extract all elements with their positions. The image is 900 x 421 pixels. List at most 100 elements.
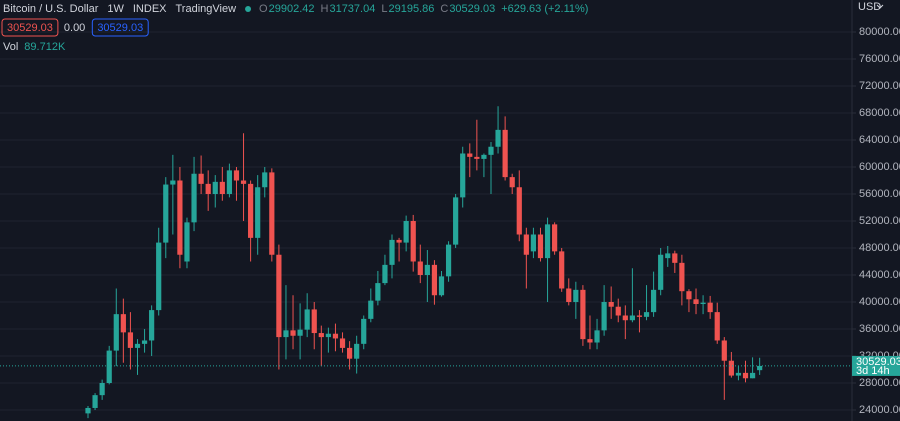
candle-body (608, 301, 614, 307)
candle-body (248, 183, 254, 238)
candle-body (177, 180, 183, 255)
y-tick-label: 52000.00 (859, 215, 900, 227)
candle-body (594, 330, 600, 343)
y-tick-label: 64000.00 (859, 134, 900, 146)
candle-body (587, 339, 593, 343)
candle-body (658, 254, 664, 290)
candle-body (749, 372, 756, 379)
candle-body (615, 306, 621, 316)
y-tick-label: 40000.00 (859, 296, 900, 308)
candle-body (99, 382, 105, 396)
candle-body (396, 239, 402, 243)
candle-body (339, 338, 346, 348)
candle-body (474, 156, 480, 159)
candle-body (276, 254, 282, 338)
sell-button[interactable] (1, 18, 59, 37)
candle-body (481, 154, 487, 159)
candle-body (170, 180, 176, 185)
buy-button[interactable] (91, 18, 149, 37)
candle-body (622, 315, 628, 321)
y-tick-label: 24000.00 (859, 404, 900, 416)
open-value: 29902.42 (269, 3, 315, 15)
candle-body (346, 347, 353, 359)
open-label: O (259, 3, 268, 15)
candle-body (573, 289, 579, 302)
symbol-title: Bitcoin / U.S. Dollar (3, 3, 99, 15)
candle-body (297, 329, 303, 336)
candle-body (742, 372, 749, 379)
candle-body (269, 172, 275, 255)
candle-body (502, 129, 508, 178)
y-tick-label: 60000.00 (859, 161, 900, 173)
status-dot (245, 6, 252, 12)
candle-body (438, 276, 445, 296)
candle-body (120, 314, 126, 333)
candle-body (728, 360, 734, 376)
candle-body (488, 146, 494, 155)
candle-body (205, 183, 211, 194)
plot-area (0, 106, 852, 419)
candle-body (424, 264, 430, 275)
low-label: L (381, 3, 387, 15)
y-tick-label: 44000.00 (859, 269, 900, 281)
candle-body (467, 153, 473, 157)
candle-body (552, 224, 558, 252)
candle-body (410, 220, 416, 262)
y-tick-label: 80000.00 (859, 26, 900, 38)
header: Bitcoin / U.S. Dollar 1W INDEX TradingVi… (1, 1, 884, 53)
candle-body (672, 253, 678, 263)
candle-body (679, 262, 685, 292)
countdown: 3d 14h (856, 365, 890, 377)
high-label: H (321, 3, 329, 15)
candle-body (460, 153, 466, 198)
candle-body (262, 172, 268, 188)
change: +629.63 (+2.11%) (501, 3, 588, 15)
candle-body (311, 309, 317, 334)
last-price-label: 30529.03 (856, 356, 900, 368)
candle-body (361, 318, 367, 344)
candle-body (665, 253, 671, 259)
candle-body (332, 333, 339, 339)
candle-body (537, 234, 544, 259)
candle-body (233, 170, 240, 181)
candle-body (354, 343, 360, 359)
candle-body (445, 244, 452, 277)
candle-body (431, 264, 438, 296)
candle-body (375, 283, 381, 301)
candle-body (212, 181, 218, 194)
candle-body (757, 365, 763, 371)
candle-body (509, 177, 515, 188)
candle-body (389, 239, 395, 265)
candle-body (453, 197, 459, 245)
volume-label: Vol (3, 41, 18, 53)
candle-body (601, 301, 607, 331)
candle-body (240, 180, 247, 184)
buy-price[interactable]: 30529.03 (97, 22, 143, 34)
candle-body (382, 264, 388, 284)
candle-body (651, 289, 657, 313)
high-value: 31737.04 (329, 3, 375, 15)
candle-body (163, 184, 169, 243)
candle-body (544, 224, 551, 259)
candle-body (636, 315, 643, 317)
candle-body (417, 261, 423, 275)
candle-body (523, 234, 529, 255)
candle-body (255, 187, 261, 238)
currency-dropdown[interactable] (876, 4, 884, 9)
sell-price[interactable]: 30529.03 (7, 22, 53, 34)
candle-body (714, 312, 720, 341)
low-value: 29195.86 (388, 3, 434, 15)
candle-body (106, 350, 112, 383)
candle-body (156, 242, 162, 311)
candle-body (559, 251, 565, 289)
candle-body (141, 340, 148, 344)
candle-body (403, 220, 409, 243)
candle-body (113, 314, 119, 351)
y-tick-label: 68000.00 (859, 107, 900, 119)
currency[interactable]: USD (858, 1, 881, 13)
candle-body (530, 234, 537, 252)
y-tick-label: 56000.00 (859, 188, 900, 200)
volume-value: 89.712K (24, 41, 66, 53)
last-price-box (852, 355, 900, 376)
